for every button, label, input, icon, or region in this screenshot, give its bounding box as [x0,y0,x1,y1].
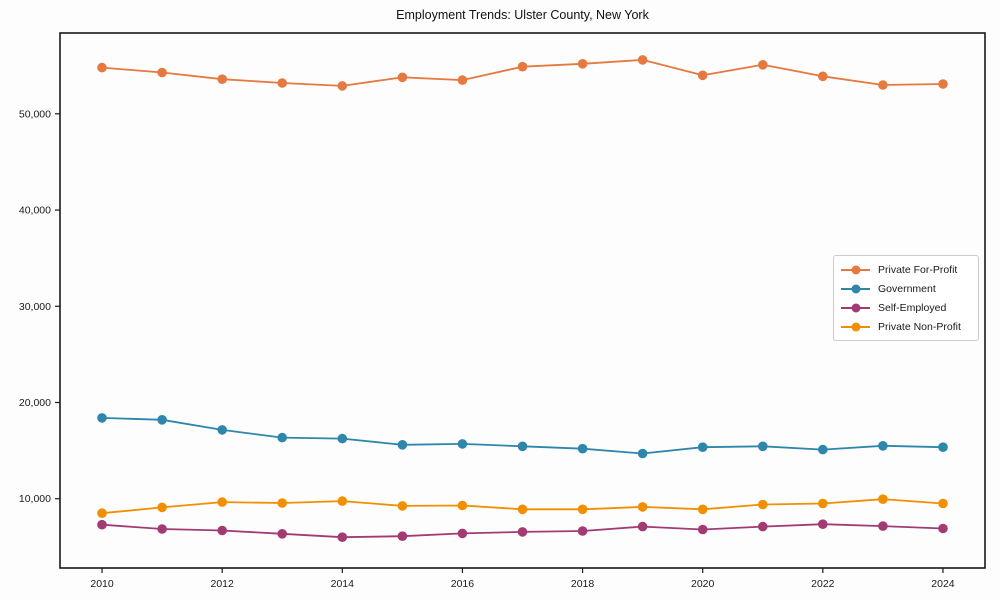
legend-line-marker-icon [841,303,870,312]
data-point-private-for-profit-2021 [758,60,768,70]
y-tick-label: 20,000 [19,397,51,409]
legend-label: Private Non-Profit [878,320,961,333]
data-point-private-for-profit-2012 [217,74,227,84]
data-point-government-2024 [938,442,948,453]
data-point-private-for-profit-2019 [637,55,648,65]
data-point-private-non-profit-2017 [517,504,528,515]
data-point-private-non-profit-2014 [337,496,348,506]
x-tick-label: 2018 [571,578,595,590]
x-tick-label: 2016 [451,578,475,590]
data-point-self-employed-2017 [517,527,528,537]
x-tick-label: 2020 [691,578,715,590]
data-point-self-employed-2015 [397,531,408,541]
axes-frame [59,32,986,569]
data-point-private-non-profit-2019 [637,502,648,512]
data-point-government-2015 [397,440,408,450]
data-point-government-2020 [697,442,708,453]
data-point-private-for-profit-2011 [157,67,167,78]
data-point-self-employed-2020 [697,524,708,535]
data-point-private-non-profit-2022 [818,498,828,509]
data-point-private-non-profit-2018 [577,504,588,515]
data-point-private-for-profit-2014 [337,81,348,91]
x-tick-label: 2014 [331,578,355,590]
data-point-private-non-profit-2021 [758,499,768,510]
data-point-self-employed-2022 [818,519,828,529]
y-tick-label: 10,000 [19,493,51,505]
legend-item-government: Government [841,279,971,298]
data-point-private-non-profit-2023 [878,494,888,505]
data-point-private-for-profit-2020 [697,70,708,81]
data-point-government-2017 [517,441,528,452]
legend-line-marker-icon [841,322,870,331]
x-tick-label: 2022 [811,578,835,590]
data-point-self-employed-2021 [758,521,768,532]
legend-label: Self-Employed [878,301,947,314]
data-point-private-for-profit-2013 [277,78,288,88]
data-point-self-employed-2012 [217,525,227,536]
data-point-government-2013 [277,432,288,443]
data-point-private-for-profit-2017 [517,61,528,72]
data-point-self-employed-2023 [878,521,888,531]
data-point-private-for-profit-2015 [397,72,408,83]
data-point-government-2021 [758,441,768,452]
legend-item-private-non-profit: Private Non-Profit [841,317,971,336]
x-tick-label: 2024 [931,578,955,590]
data-point-self-employed-2011 [157,524,167,534]
data-point-government-2012 [217,425,227,435]
legend: Private For-Profit Government Self-Employe… [833,255,979,341]
data-point-private-non-profit-2016 [457,500,468,511]
y-tick-label: 30,000 [19,301,51,313]
y-tick-label: 50,000 [19,108,51,120]
legend-dot-icon [851,284,860,293]
data-point-private-non-profit-2024 [938,498,948,509]
data-point-government-2014 [337,433,348,444]
data-point-self-employed-2010 [97,519,107,530]
data-point-self-employed-2024 [938,523,948,534]
data-point-private-non-profit-2012 [217,497,227,507]
legend-line-marker-icon [841,265,870,274]
data-point-self-employed-2013 [277,529,288,539]
data-point-government-2018 [577,443,588,454]
chart-title: Employment Trends: Ulster County, New Yo… [396,8,649,22]
data-point-private-for-profit-2024 [938,79,948,89]
legend-line-marker-icon [841,284,870,293]
data-point-self-employed-2018 [577,526,588,536]
data-point-self-employed-2019 [637,521,648,532]
data-point-government-2016 [457,439,468,449]
data-point-private-for-profit-2010 [97,62,107,73]
data-point-private-for-profit-2022 [818,71,828,82]
legend-dot-icon [851,322,860,331]
data-point-private-non-profit-2015 [397,501,408,511]
data-point-private-for-profit-2023 [878,80,888,90]
legend-item-private-for-profit: Private For-Profit [841,260,971,279]
x-tick-label: 2012 [210,578,234,590]
data-point-government-2019 [637,448,648,459]
data-point-private-non-profit-2011 [157,502,167,513]
data-point-government-2011 [157,415,167,425]
legend-item-self-employed: Self-Employed [841,298,971,317]
legend-dot-icon [851,265,860,274]
x-tick-label: 2010 [90,578,114,590]
data-point-private-non-profit-2010 [97,508,107,518]
data-point-government-2022 [818,444,828,455]
data-point-government-2023 [878,441,888,451]
data-point-self-employed-2016 [457,528,468,539]
y-tick-label: 40,000 [19,205,51,217]
legend-label: Private For-Profit [878,263,958,276]
legend-label: Government [878,282,936,295]
data-point-private-non-profit-2020 [697,504,708,515]
data-point-private-non-profit-2013 [277,498,288,508]
data-point-private-for-profit-2016 [457,75,468,85]
data-point-government-2010 [97,413,107,423]
data-point-self-employed-2014 [337,532,348,542]
data-point-private-for-profit-2018 [577,59,588,69]
legend-dot-icon [851,303,860,312]
